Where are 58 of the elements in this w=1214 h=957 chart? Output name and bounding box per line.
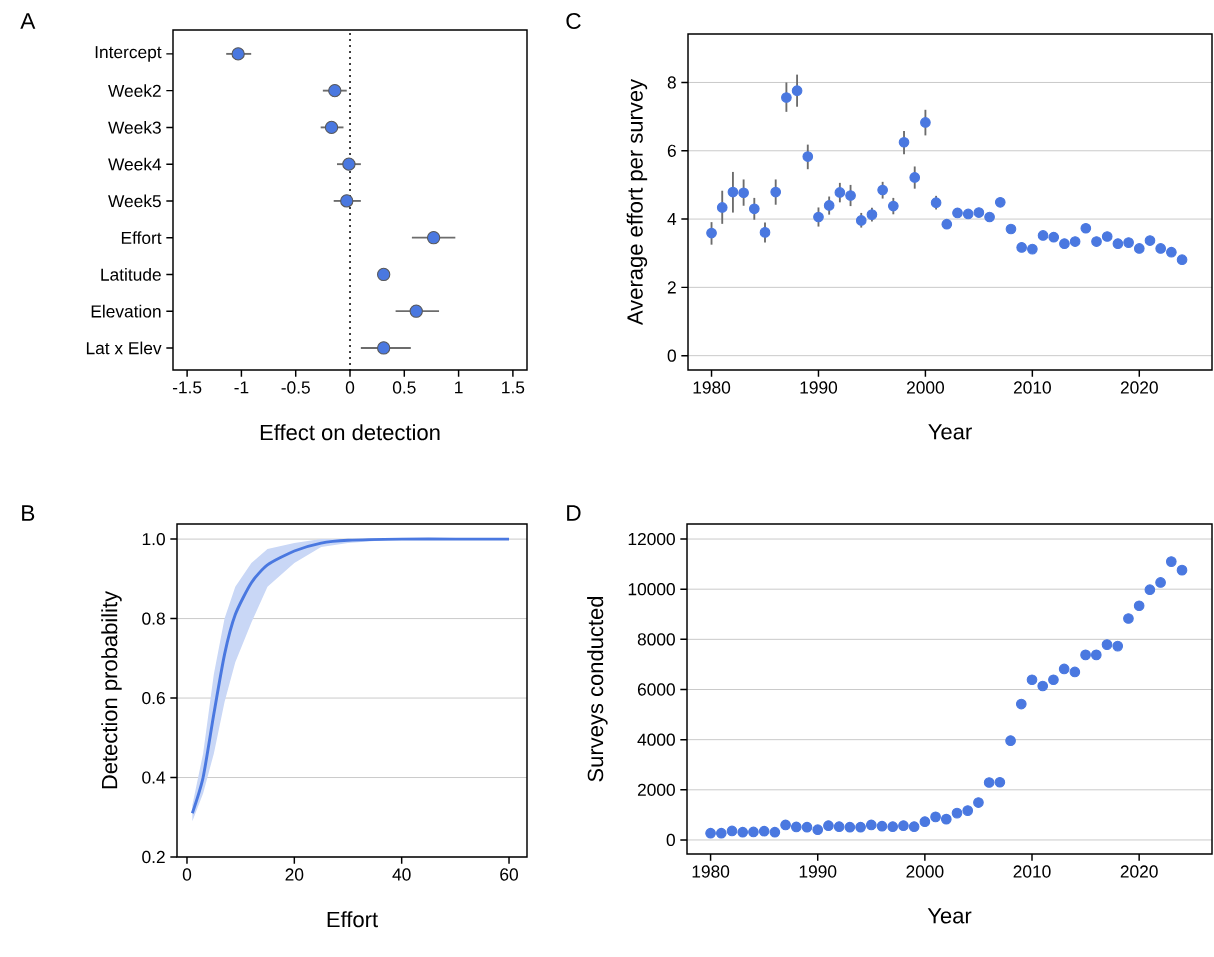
y-tick-label: 12000 xyxy=(628,532,675,546)
y-tick-label: Week3 xyxy=(108,121,161,134)
y-axis-title: Average effort per survey xyxy=(626,78,648,326)
y-tick-label: 0.8 xyxy=(142,612,165,625)
x-tick-label: 2020 xyxy=(1120,865,1158,878)
y-tick-label: 0 xyxy=(667,349,676,362)
x-tick-label: 2020 xyxy=(1120,381,1158,394)
x-tick-label: -1.5 xyxy=(172,381,202,394)
y-tick-label: 2000 xyxy=(637,783,675,796)
chart-title: D xyxy=(567,505,581,521)
x-axis-title: Effort xyxy=(327,911,378,928)
x-tick-label: 2010 xyxy=(1013,865,1051,878)
x-tick-label: 60 xyxy=(500,868,518,881)
x-tick-label: 2010 xyxy=(1013,381,1051,394)
chart-title: B xyxy=(22,505,35,521)
y-axis-title: Detection probability xyxy=(101,590,122,789)
x-tick-label: 40 xyxy=(392,868,411,881)
y-tick-label: 8 xyxy=(667,76,676,89)
y-axis-title: Surveys conducted xyxy=(587,596,608,782)
y-tick-label: 8000 xyxy=(637,633,675,646)
y-tick-label: Intercept xyxy=(95,46,162,62)
y-tick-label: 4 xyxy=(667,213,677,226)
x-tick-label: 1980 xyxy=(692,865,730,878)
x-axis-title: Year xyxy=(928,424,972,440)
chart-title: C xyxy=(566,12,581,30)
x-tick-label: -1 xyxy=(234,381,249,394)
y-tick-label: 0.4 xyxy=(142,771,166,784)
y-tick-label: 0 xyxy=(666,833,675,847)
x-tick-label: 2000 xyxy=(906,865,944,878)
y-tick-label: 0.6 xyxy=(142,691,165,705)
y-tick-label: Week2 xyxy=(108,84,161,97)
y-tick-label: 10000 xyxy=(628,583,675,596)
y-tick-label: 2 xyxy=(667,281,676,294)
x-tick-label: 20 xyxy=(285,868,304,881)
y-tick-label: 6 xyxy=(667,144,676,157)
y-tick-label: Elevation xyxy=(91,304,161,318)
x-tick-label: 1990 xyxy=(800,381,838,394)
chart-title: A xyxy=(20,13,36,29)
y-tick-label: Effort xyxy=(121,231,162,245)
x-tick-label: 1 xyxy=(455,381,463,394)
x-axis-title: Year xyxy=(927,908,972,924)
x-tick-label: 1.5 xyxy=(502,381,525,394)
x-axis-title: Effect on detection xyxy=(260,424,440,441)
y-tick-label: 6000 xyxy=(637,683,675,696)
x-tick-label: 0 xyxy=(182,868,192,881)
x-tick-label: 1980 xyxy=(693,381,731,394)
y-tick-label: Lat x Elev xyxy=(86,341,162,355)
x-tick-label: 1990 xyxy=(799,865,837,878)
y-tick-label: Latitude xyxy=(101,268,161,281)
y-tick-label: 0.2 xyxy=(142,850,165,864)
x-tick-label: 0 xyxy=(345,381,355,394)
x-tick-label: 2000 xyxy=(907,381,945,394)
x-tick-label: 0.5 xyxy=(392,381,416,394)
y-tick-label: 4000 xyxy=(637,733,675,746)
y-tick-label: Week4 xyxy=(108,157,162,171)
x-tick-label: -0.5 xyxy=(281,381,310,394)
y-tick-label: Week5 xyxy=(108,194,161,208)
y-tick-label: 1.0 xyxy=(142,532,165,546)
